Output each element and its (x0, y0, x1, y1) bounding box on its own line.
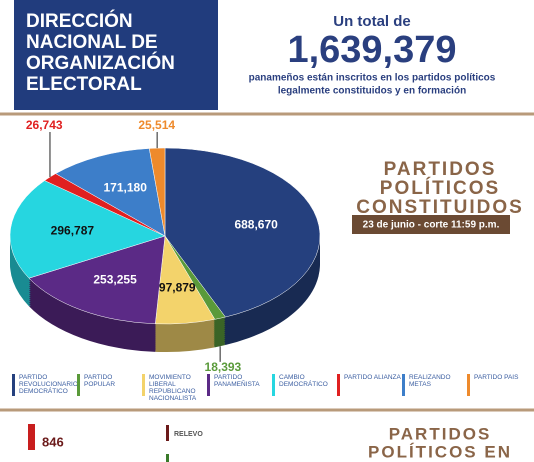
footer-swatch (166, 425, 169, 441)
section-title: PARTIDOS (384, 159, 497, 180)
legend-swatch (207, 374, 210, 396)
footer-title: POLÍTICOS EN (368, 442, 512, 461)
legend-label: PARTIDO ALIANZA (344, 374, 401, 381)
header-title: ELECTORAL (26, 74, 142, 95)
total-text: panameños están inscritos en los partido… (249, 73, 496, 84)
total: 1,639,379 (287, 29, 456, 71)
subtitle: 23 de junio - corte 11:59 p.m. (363, 220, 500, 231)
slice (28, 235, 166, 325)
legend-label: MOVIMIENTO LIBERAL REPUBLICANO NACIONALI… (149, 374, 197, 402)
legend-item: PARTIDO POPULAR (77, 374, 142, 402)
legend-item: PARTIDO PAIS (467, 374, 532, 402)
header-title: ORGANIZACIÓN (26, 52, 175, 74)
header-title: DIRECCIÓN (26, 10, 133, 32)
value-label: 171,180 (104, 180, 148, 194)
slice (9, 180, 166, 279)
legend-label: CAMBIO DEMOCRÁTICO (279, 374, 328, 388)
header-title: NACIONAL DE (26, 32, 158, 53)
legend-swatch (272, 374, 275, 396)
slice (164, 147, 321, 318)
value-label: 253,255 (93, 273, 137, 287)
legend-swatch (12, 374, 15, 396)
value-label: 296,787 (51, 223, 95, 237)
legend-item: REALIZANDO METAS (402, 374, 467, 402)
slice (55, 148, 166, 237)
total-intro: Un total de (333, 13, 411, 30)
legend-item: MOVIMIENTO LIBERAL REPUBLICANO NACIONALI… (142, 374, 207, 402)
value-label: 25,514 (138, 118, 175, 132)
value-label: 18,393 (205, 360, 242, 374)
legend: PARTIDO REVOLUCIONARIO DEMOCRÁTICO PARTID… (12, 374, 532, 402)
legend-label: PARTIDO REVOLUCIONARIO DEMOCRÁTICO (19, 374, 78, 395)
legend-swatch (402, 374, 405, 396)
footer-title: PARTIDOS (389, 424, 492, 443)
legend-label: PARTIDO POPULAR (84, 374, 116, 388)
footer-swatch (166, 454, 169, 462)
value-label: 26,743 (26, 118, 63, 132)
value-label: 688,670 (234, 218, 278, 232)
legend-swatch (77, 374, 80, 396)
legend-swatch (337, 374, 340, 396)
legend-label: PARTIDO PAIS (474, 374, 519, 381)
section-title: CONSTITUIDOS (356, 197, 524, 218)
header-box (14, 0, 218, 110)
section-title: POLÍTICOS (380, 177, 500, 199)
legend-item: PARTIDO PANAMEÑISTA (207, 374, 272, 402)
legend-item: PARTIDO REVOLUCIONARIO DEMOCRÁTICO (12, 374, 78, 402)
legend-item: PARTIDO ALIANZA (337, 374, 402, 402)
footer-bar (28, 424, 35, 450)
subtitle-box (352, 215, 510, 234)
legend-item: CAMBIO DEMOCRÁTICO (272, 374, 337, 402)
total-text: legalmente constituidos y en formación (278, 86, 466, 97)
footer-item: RELEVO (174, 431, 203, 438)
legend-label: REALIZANDO METAS (409, 374, 451, 388)
value-label: 97,879 (159, 281, 196, 295)
footer-count: 846 (42, 434, 64, 449)
legend-swatch (467, 374, 470, 396)
legend-swatch (142, 374, 145, 396)
legend-label: PARTIDO PANAMEÑISTA (214, 374, 260, 388)
